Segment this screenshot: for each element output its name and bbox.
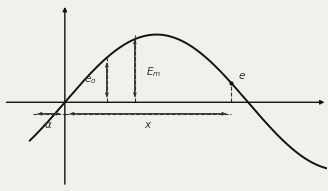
Text: $\alpha$: $\alpha$ bbox=[45, 120, 53, 130]
Text: $x$: $x$ bbox=[144, 120, 152, 130]
Text: $e_o$: $e_o$ bbox=[84, 74, 97, 86]
Text: $e$: $e$ bbox=[237, 71, 246, 81]
Text: $E_m$: $E_m$ bbox=[146, 65, 161, 79]
